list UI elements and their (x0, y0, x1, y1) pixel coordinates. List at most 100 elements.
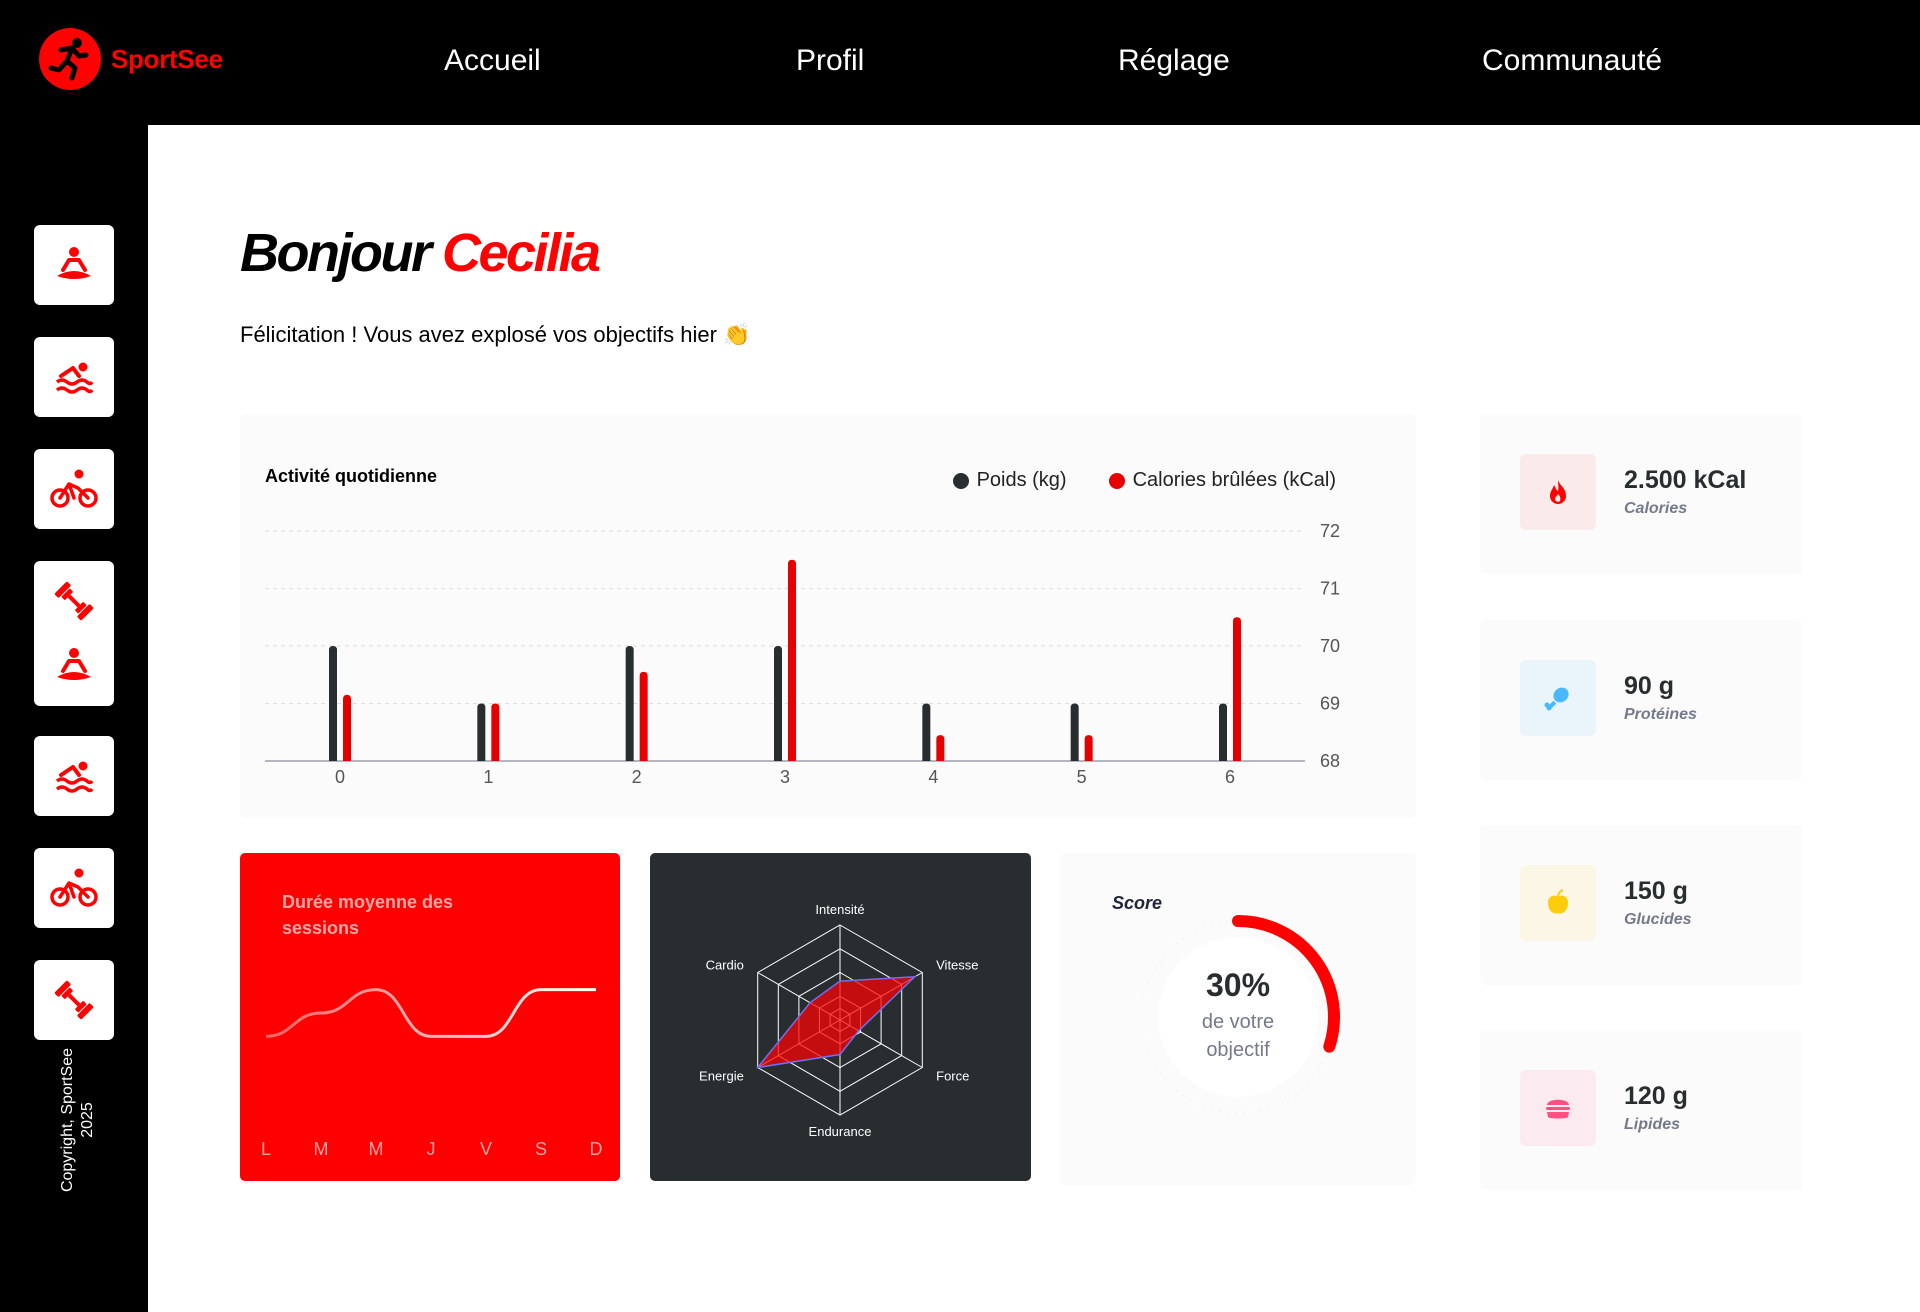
x-tick-label: 1 (483, 767, 493, 787)
brand-name: SportSee (111, 44, 223, 74)
score-chart-canvas (1141, 915, 1340, 1114)
radar-label: Endurance (809, 1124, 872, 1139)
legend-weight-dot (952, 472, 969, 489)
nav-communaute[interactable]: Communauté (1482, 44, 1663, 77)
calories-bar (936, 735, 945, 761)
weight-bar (1070, 703, 1079, 761)
daily-activity-chart: 68 69 70 71 72 0 1 2 3 4 5 6 Activité quotidienne P… (240, 414, 1416, 818)
protein-value: 90 g (1624, 672, 1675, 700)
x-tick-label: 4 (928, 767, 938, 787)
lipids-icon (1520, 1070, 1596, 1146)
day-label: S (535, 1139, 547, 1159)
calories-value: 2.500 kCal (1624, 466, 1747, 494)
carbs-value: 150 g (1624, 877, 1688, 905)
sidebar-item-bodybuilding[interactable] (34, 960, 114, 1040)
weight-bar (477, 703, 486, 761)
radar-values-area (755, 975, 917, 1069)
legend-weight-label: Poids (kg) (976, 469, 1067, 491)
y-tick-label: 72 (1320, 521, 1340, 541)
radar-label: Cardio (706, 958, 744, 973)
day-label: M (314, 1139, 329, 1159)
nav-reglage[interactable]: Réglage (1118, 44, 1230, 77)
sidebar-item-swimming[interactable] (34, 736, 114, 816)
weight-bar (329, 646, 337, 761)
calories-card: 2.500 kCal Calories (1480, 414, 1802, 574)
legend-calories-dot (1108, 472, 1125, 489)
radar-label: Energie (699, 1069, 744, 1084)
x-tick-label: 3 (780, 767, 790, 787)
weight-bar (1219, 703, 1227, 761)
legend-calories-label: Calories brûlées (kCal) (1132, 469, 1336, 491)
legend-calories: Calories brûlées (kCal) (1108, 469, 1336, 492)
day-label: D (590, 1139, 603, 1159)
sidebar-item-cycling[interactable] (34, 449, 114, 529)
activity-legend: Poids (kg) Calories brûlées (kCal) (911, 469, 1336, 492)
greeting-prefix: Bonjour (240, 223, 432, 283)
day-label: J (427, 1139, 436, 1159)
activity-chart-canvas: 68 69 70 71 72 0 1 2 3 4 5 6 (265, 521, 1340, 787)
radar-label: Force (936, 1069, 969, 1084)
y-tick-label: 70 (1320, 636, 1340, 656)
protein-label: Protéines (1624, 706, 1697, 723)
sidebar-item-meditation[interactable] (34, 225, 114, 305)
calories-bar (1233, 617, 1241, 761)
y-tick-label: 69 (1320, 694, 1340, 714)
calories-icon (1520, 454, 1596, 530)
congratulation-message: Félicitation ! Vous avez explosé vos obj… (240, 322, 751, 347)
sidebar-item-cycling[interactable] (34, 848, 114, 928)
radar-label: Vitesse (936, 958, 978, 973)
meditation-icon (57, 247, 91, 279)
calories-bar (1084, 735, 1093, 761)
meditation-icon (57, 648, 91, 680)
page-title: Bonjour Cecilia (240, 222, 601, 284)
runner-icon (39, 28, 101, 90)
sidebar-item-swimming[interactable] (34, 337, 114, 417)
score-progress-arc (1232, 915, 1340, 1053)
sidebar: Copyright, SportSee 2025 (0, 125, 148, 1312)
calories-label: Calories (1624, 500, 1688, 517)
performance-radar-chart: Intensité Vitesse Force Endurance Energie Car… (650, 853, 1031, 1181)
lipids-label: Lipides (1624, 1116, 1681, 1133)
sportsee-logo[interactable]: SportSee (39, 28, 229, 92)
weight-bar (922, 703, 931, 761)
carbs-card: 150 g Glucides (1480, 825, 1802, 985)
dumbbell-icon (54, 581, 94, 621)
score-value: 30% (1205, 967, 1271, 1003)
top-navigation: SportSee Accueil Profil Réglage Communau… (0, 0, 1920, 125)
session-chart-title: Durée moyenne des sessions (282, 892, 454, 938)
carbs-label: Glucides (1624, 911, 1692, 928)
x-tick-label: 2 (632, 767, 642, 787)
x-tick-label: 6 (1225, 767, 1235, 787)
y-tick-label: 68 (1320, 751, 1340, 771)
calories-bar (788, 559, 796, 761)
radar-label: Intensité (815, 902, 864, 917)
radar-chart-canvas: Intensité Vitesse Force Endurance Energie Car… (699, 902, 978, 1139)
y-tick-label: 71 (1320, 579, 1340, 599)
nav-profil[interactable]: Profil (796, 44, 865, 77)
protein-icon (1520, 660, 1596, 736)
day-label: V (480, 1139, 492, 1159)
legend-weight: Poids (kg) (952, 469, 1067, 492)
x-tick-label: 5 (1077, 767, 1087, 787)
calories-bar (639, 671, 648, 761)
carbs-icon (1520, 865, 1596, 941)
score-title: Score (1112, 893, 1163, 913)
cycling-icon (50, 469, 98, 508)
lipids-card: 120 g Lipides (1480, 1030, 1802, 1190)
sidebar-item-meditation[interactable] (34, 626, 114, 706)
day-label: M (369, 1139, 384, 1159)
score-inner-circle (1158, 937, 1318, 1097)
calories-bar (491, 703, 500, 761)
user-name: Cecilia (441, 223, 601, 283)
x-tick-label: 0 (335, 767, 345, 787)
dumbbell-icon (54, 980, 94, 1020)
lipids-value: 120 g (1624, 1082, 1688, 1110)
swimming-icon (55, 761, 94, 793)
score-center: 30% de votre objectif (1148, 967, 1328, 1064)
nav-accueil[interactable]: Accueil (444, 44, 541, 77)
protein-card: 90 g Protéines (1480, 620, 1802, 780)
copyright-text: Copyright, SportSee 2025 (59, 1047, 96, 1193)
cycling-icon (50, 868, 98, 907)
score-caption: de votre objectif (1201, 1011, 1275, 1061)
